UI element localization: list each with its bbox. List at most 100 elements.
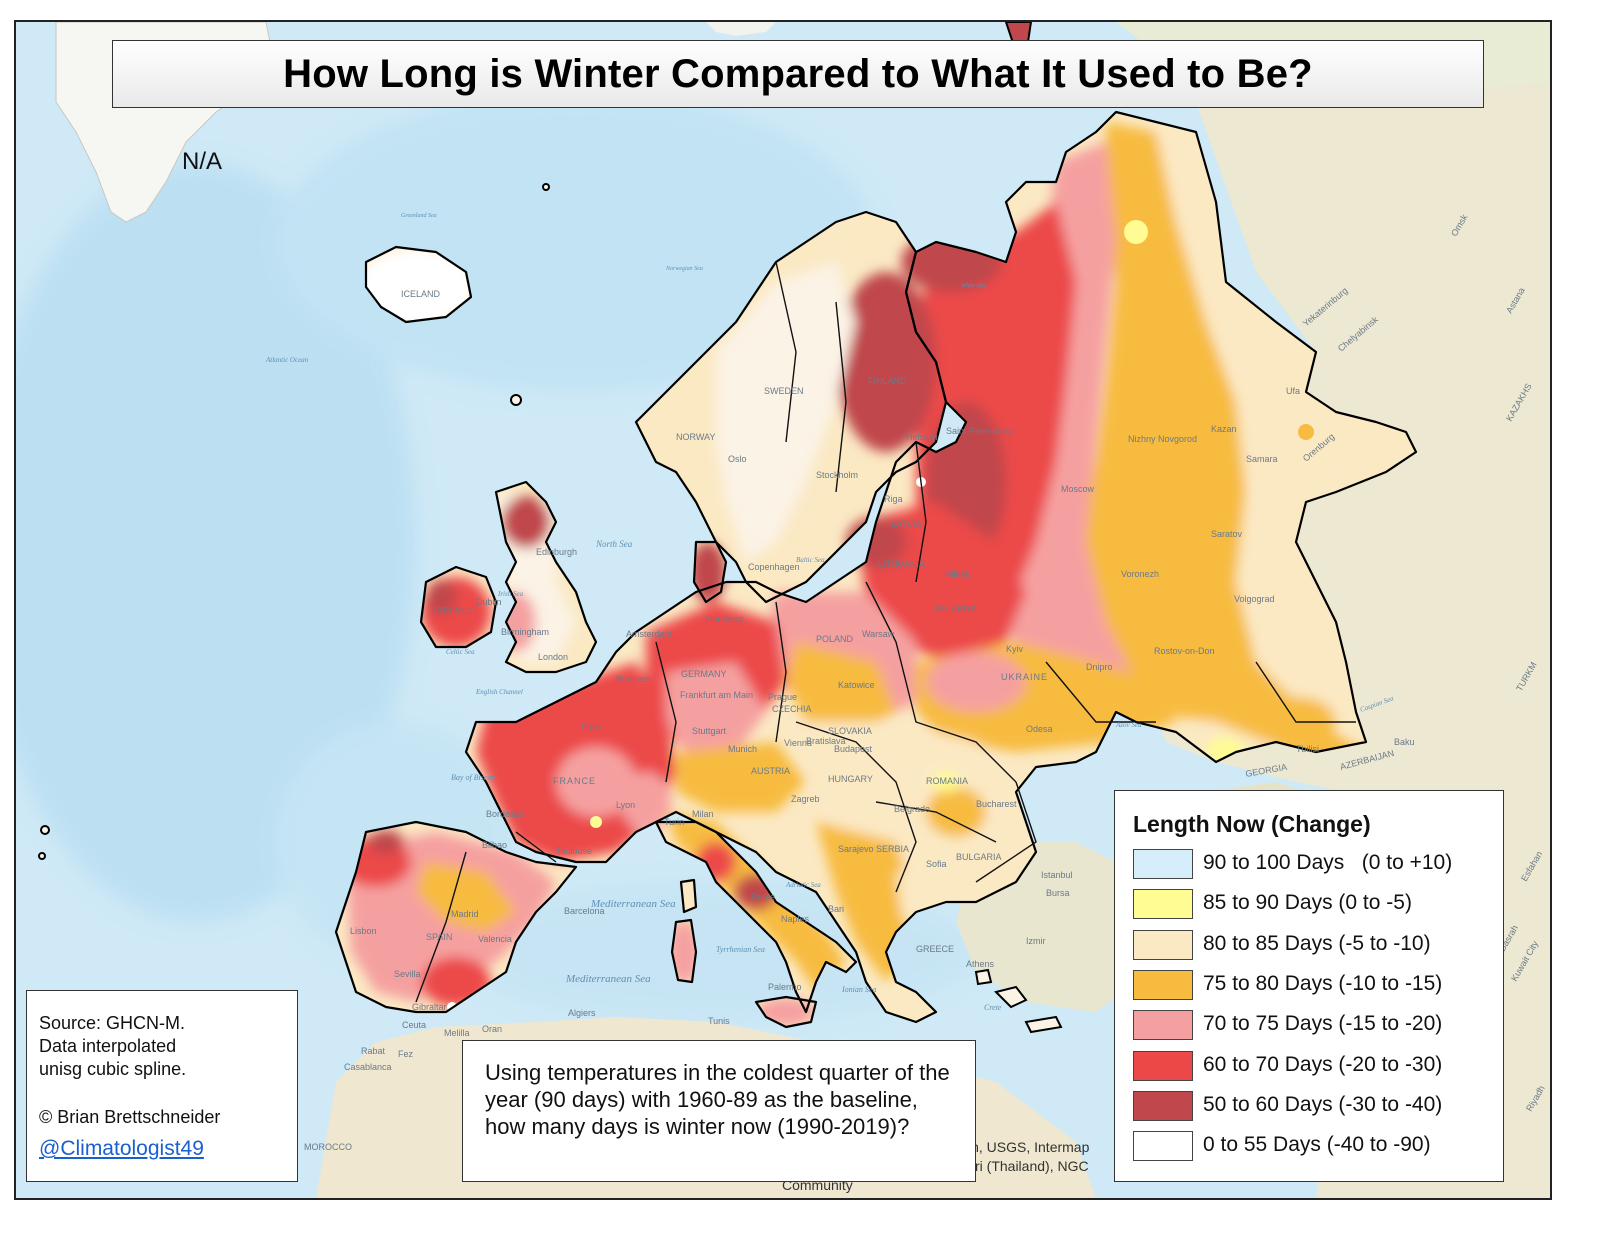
label-baku: Baku (1394, 737, 1415, 747)
legend-swatch (1133, 849, 1193, 879)
legend-label: 60 to 70 Days (-20 to -30) (1203, 1052, 1443, 1076)
label-baltic-sea: Baltic Sea (796, 556, 825, 564)
label-sofia: Sofia (926, 859, 947, 869)
label-turin: Turin (664, 817, 684, 827)
label-ukraine: UKRAINE (1001, 672, 1048, 682)
label-voronezh: Voronezh (1121, 569, 1159, 579)
legend-swatch (1133, 929, 1193, 960)
legend-swatch (1133, 1050, 1193, 1081)
label-copenhagen: Copenhagen (748, 562, 800, 572)
label-germany: GERMANY (681, 669, 727, 679)
label-irish-sea: Irish Sea (497, 590, 524, 598)
label-austria: AUSTRIA (751, 766, 790, 776)
label-barcelona: Barcelona (564, 906, 605, 916)
description-box: Using temperatures in the coldest quarte… (462, 1040, 976, 1182)
ocean-shading (16, 92, 976, 1022)
label-minsk: Minsk (946, 569, 970, 579)
label-zagreb: Zagreb (791, 794, 820, 804)
twitter-handle-link[interactable]: @Climatologist49 (39, 1137, 204, 1160)
label-naples: Naples (781, 914, 810, 924)
label-melilla: Melilla (444, 1028, 470, 1038)
label-serbia: SERBIA (876, 844, 909, 854)
label-bratislava: Bratislava (806, 736, 846, 746)
label-atlantic-ocean: Atlantic Ocean (265, 356, 309, 364)
label-bucharest: Bucharest (976, 799, 1017, 809)
label-azov-sea: Azov Sea (1115, 721, 1142, 729)
legend-label: 50 to 60 Days (-30 to -40) (1203, 1092, 1443, 1116)
label-poland: POLAND (816, 634, 854, 644)
legend-label: 75 to 80 Days (-10 to -15) (1203, 971, 1443, 995)
label-france: FRANCE (553, 776, 596, 786)
label-iceland: ICELAND (401, 289, 441, 299)
label-belgrade: Belgrade (894, 804, 930, 814)
label-prague: Prague (768, 692, 797, 702)
description-text: Using temperatures in the coldest quarte… (485, 1060, 950, 1139)
label-warsaw: Warsaw (862, 629, 895, 639)
legend: Length Now (Change) 90 to 100 Days (0 to… (1114, 790, 1504, 1182)
label-bursa: Bursa (1046, 888, 1070, 898)
legend-label: 70 to 75 Days (-15 to -20) (1203, 1012, 1443, 1036)
method-line-2: unisg cubic spline. (39, 1059, 187, 1079)
label-istanbul: Istanbul (1041, 870, 1073, 880)
label-mediterranean-2: Mediterranean Sea (565, 973, 651, 985)
label-odesa: Odesa (1026, 724, 1053, 734)
label-bulgaria: BULGARIA (956, 852, 1002, 862)
label-nizhny-novgorod: Nizhny Novgorod (1128, 434, 1197, 444)
label-saratov: Saratov (1211, 529, 1243, 539)
label-slovakia: SLOVAKIA (828, 726, 872, 736)
source-line: Source: GHCN-M. (39, 1013, 186, 1033)
label-riga: Riga (884, 494, 903, 504)
legend-item: 90 to 100 Days (0 to +10) (1133, 849, 1493, 881)
label-tyrrhenian-sea: Tyrrhenian Sea (716, 945, 765, 954)
label-gibraltar: Gibraltar (412, 1002, 447, 1012)
legend-label: 90 to 100 Days (0 to +10) (1203, 851, 1453, 874)
label-english-channel: English Channel (475, 688, 523, 696)
label-latvia: LATVIA (891, 519, 921, 529)
label-oran: Oran (482, 1024, 502, 1034)
source-box: Source: GHCN-M. Data interpolated unisg … (26, 990, 298, 1182)
label-athens: Athens (966, 959, 995, 969)
label-hamburg: Hamburg (706, 614, 743, 624)
label-crete: Crete (984, 1003, 1002, 1012)
label-tbilisi: Tbilisi (1296, 744, 1319, 754)
legend-swatch (1133, 889, 1193, 920)
label-morocco: MOROCCO (304, 1142, 352, 1152)
label-greece: GREECE (916, 944, 954, 954)
label-london: London (538, 652, 568, 662)
label-katowice: Katowice (838, 680, 875, 690)
copyright-line: © Brian Brettschneider (39, 1107, 221, 1127)
label-budapest: Budapest (834, 744, 873, 754)
label-kyiv: Kyiv (1006, 644, 1024, 654)
legend-title: Length Now (Change) (1133, 811, 1371, 837)
label-rabat: Rabat (361, 1046, 386, 1056)
label-north-sea: North Sea (595, 539, 633, 549)
label-white-sea: White Sea (961, 283, 985, 289)
label-czechia: CZECHIA (772, 704, 812, 714)
label-fez: Fez (398, 1049, 414, 1059)
page-title: How Long is Winter Compared to What It U… (283, 51, 1313, 96)
legend-item: 75 to 80 Days (-10 to -15) (1133, 969, 1493, 1002)
label-palermo: Palermo (768, 982, 802, 992)
label-helsinki: Helsinki (906, 432, 938, 442)
label-volgograd: Volgograd (1234, 594, 1275, 604)
label-ireland: IRELAND (434, 606, 474, 616)
legend-label: 80 to 85 Days (-5 to -10) (1203, 931, 1431, 955)
legend-label: 85 to 90 Days (0 to -5) (1203, 891, 1412, 915)
legend-item: 70 to 75 Days (-15 to -20) (1133, 1010, 1493, 1042)
label-milan: Milan (692, 809, 714, 819)
label-celtic-sea: Celtic Sea (446, 648, 475, 656)
legend-item: 60 to 70 Days (-20 to -30) (1133, 1050, 1493, 1083)
label-lithuania: LITHUANIA (878, 559, 925, 569)
label-sarajevo: Sarajevo (838, 844, 874, 854)
label-sweden: SWEDEN (764, 386, 804, 396)
label-sevilla: Sevilla (394, 969, 421, 979)
label-casablanca: Casablanca (344, 1062, 392, 1072)
title-box: How Long is Winter Compared to What It U… (112, 40, 1484, 108)
label-stuttgart: Stuttgart (692, 726, 727, 736)
label-norway: NORWAY (676, 432, 715, 442)
legend-item: 50 to 60 Days (-30 to -40) (1133, 1090, 1493, 1123)
label-norwegian-sea: Norwegian Sea (665, 266, 703, 272)
legend-swatch (1133, 1131, 1193, 1162)
label-ionian-sea: Ionian Sea (841, 985, 876, 994)
method-line-1: Data interpolated (39, 1036, 177, 1056)
